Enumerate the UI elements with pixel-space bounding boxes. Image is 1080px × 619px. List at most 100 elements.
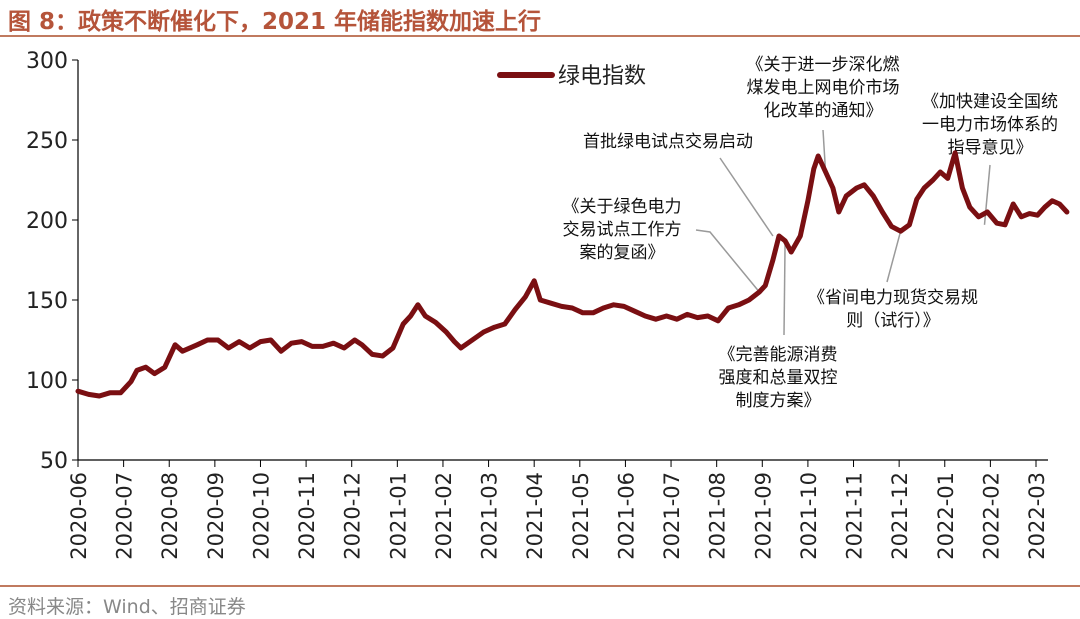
x-tick-label: 2022-02 (979, 472, 1003, 560)
data-point (726, 305, 731, 311)
data-point (1057, 201, 1062, 207)
data-point (862, 182, 867, 187)
x-tick-label: 2020-09 (204, 472, 228, 560)
annotation-text: 强度和总量双控 (719, 368, 838, 388)
data-point (621, 304, 627, 309)
data-point (205, 337, 210, 343)
data-point (215, 337, 221, 343)
data-point (423, 313, 428, 319)
data-point (408, 313, 413, 319)
data-point (907, 222, 912, 227)
data-point (143, 365, 148, 370)
annotation-leader-line (719, 157, 774, 237)
figure-title: 图 8：政策不断催化下，2021 年储能指数加速上行 (8, 9, 542, 35)
annotation-text: 交易试点工作方 (563, 220, 682, 240)
data-point (580, 310, 585, 315)
x-tick-label: 2021-09 (751, 472, 775, 560)
x-tick-label: 2021-11 (843, 472, 867, 560)
data-point (532, 278, 537, 283)
data-point (107, 390, 113, 395)
annotation-leader-line (822, 129, 827, 173)
data-point (643, 313, 648, 319)
data-point (889, 224, 894, 229)
y-tick-label: 250 (26, 129, 68, 154)
data-point (415, 302, 421, 307)
data-point (789, 249, 794, 255)
annotation-text: 《加快建设全国统 (922, 92, 1058, 112)
data-point (746, 297, 752, 303)
data-point (152, 371, 157, 376)
data-point (830, 185, 836, 191)
y-tick-label: 50 (40, 449, 68, 474)
data-point (1035, 213, 1040, 218)
x-tick-label: 2022-03 (1025, 472, 1049, 560)
x-tick-label: 2021-06 (614, 472, 638, 560)
data-point (481, 329, 486, 335)
data-point (310, 344, 315, 349)
annotation-text: 《省间电力现货交易规 (808, 288, 978, 308)
data-point (401, 321, 406, 327)
annotation-text: 煤发电上网电价市场 (747, 78, 900, 98)
annotation-text: 则（试行）》 (846, 311, 940, 331)
data-point (967, 205, 972, 210)
annotation-text: 案的复函》 (580, 243, 665, 263)
data-point (844, 193, 849, 199)
x-axis-ticks: 2020-06 2020-07 2020-08 2020-09 2020-10 2020-… (67, 460, 1049, 560)
x-tick-label: 2021-12 (888, 472, 912, 560)
data-point (994, 221, 1000, 226)
data-point (162, 365, 167, 370)
data-point (86, 392, 91, 397)
data-point (470, 337, 475, 343)
data-point (601, 305, 606, 311)
chart-axes (77, 60, 1048, 461)
data-point (118, 390, 123, 395)
y-tick-label: 300 (26, 49, 68, 74)
data-point (945, 176, 950, 181)
data-point (685, 312, 690, 317)
data-point (776, 233, 782, 239)
annotation-text: 化改革的通知》 (764, 101, 883, 121)
data-point (836, 209, 841, 215)
x-tick-label: 2021-07 (660, 472, 684, 560)
x-tick-label: 2021-10 (797, 472, 821, 560)
data-point (359, 342, 365, 347)
data-point (805, 198, 811, 203)
data-point (611, 302, 616, 307)
data-point (299, 339, 304, 344)
data-point (548, 301, 554, 306)
x-tick-label: 2020-10 (249, 472, 273, 560)
data-point (172, 342, 178, 347)
data-point (938, 169, 943, 175)
y-tick-label: 200 (26, 209, 68, 234)
data-point (914, 197, 919, 202)
x-tick-label: 2021-01 (386, 472, 410, 560)
data-point (695, 315, 700, 320)
data-point (570, 305, 575, 311)
data-point (458, 345, 464, 351)
y-tick-label: 150 (26, 289, 68, 314)
data-point (502, 321, 507, 327)
data-point (590, 310, 596, 315)
data-point (492, 325, 497, 330)
y-axis-ticks: 50 100 150 200 250 300 (26, 49, 78, 474)
data-point (871, 193, 876, 199)
x-tick-label: 2020-12 (341, 472, 365, 560)
data-point (880, 209, 885, 215)
data-point (559, 304, 564, 309)
data-point (770, 257, 776, 263)
source-rule (0, 585, 1080, 587)
annotation-leader-line (783, 240, 786, 336)
annotation-text: 《完善能源消费 (719, 345, 838, 365)
data-point (664, 313, 669, 319)
x-tick-label: 2020-06 (67, 472, 91, 560)
data-point (960, 185, 965, 191)
data-point (985, 209, 990, 215)
data-point (390, 345, 396, 351)
data-point (247, 345, 252, 351)
data-point (433, 320, 438, 325)
data-point (289, 341, 294, 346)
chart-series (75, 150, 1070, 399)
data-point (1064, 209, 1070, 215)
x-tick-label: 2021-02 (432, 472, 456, 560)
